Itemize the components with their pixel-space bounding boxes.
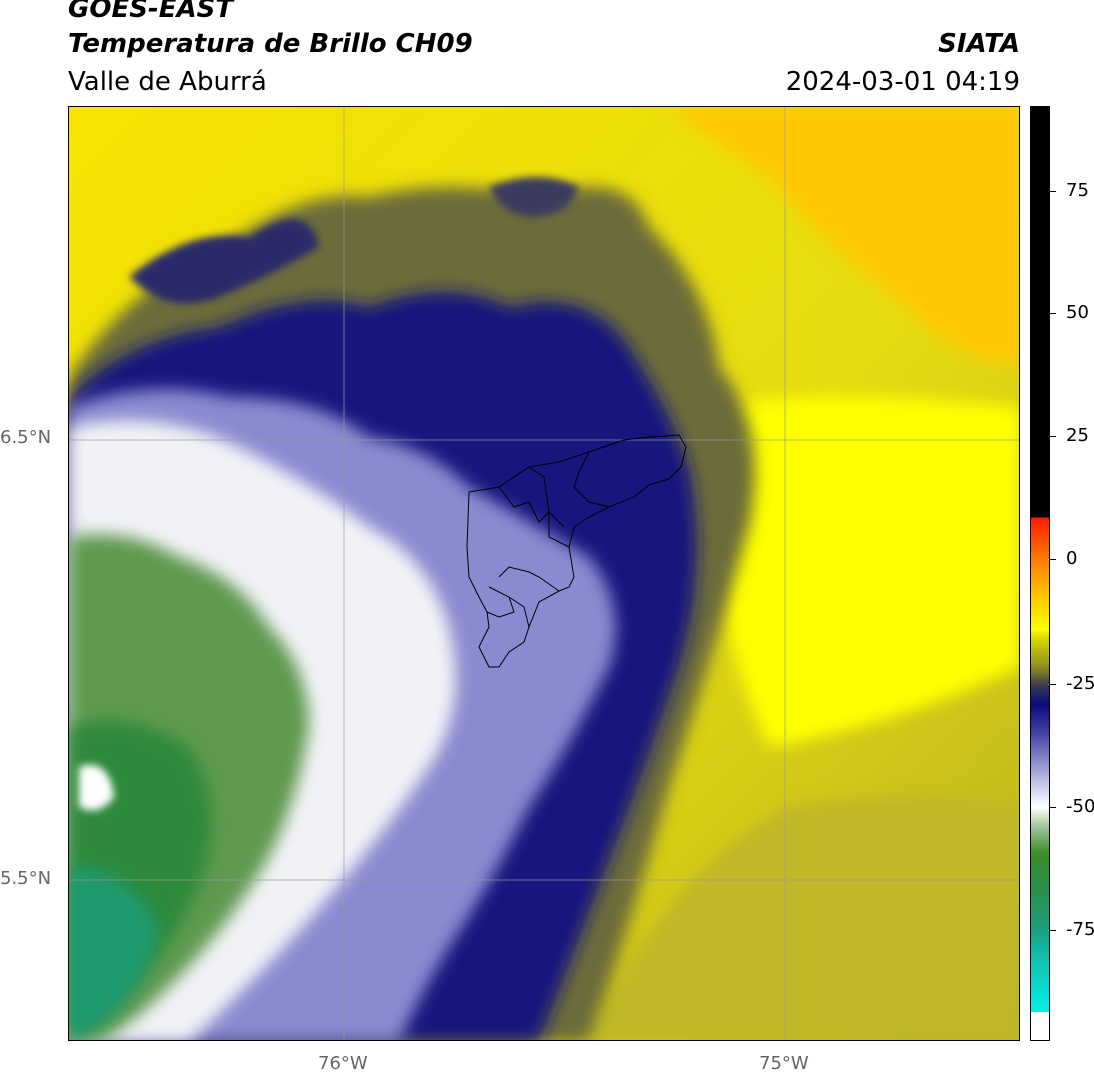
timestamp-label: 2024-03-01 04:19 — [785, 67, 1020, 97]
graticule — [69, 107, 1019, 1040]
cloud-fragment-north — [129, 219, 319, 304]
cloud-white-spot — [79, 765, 114, 811]
colorbar-tick — [1050, 807, 1056, 808]
colorbar-label-25: 25 — [1066, 425, 1089, 446]
brightness-temperature-map — [68, 106, 1020, 1041]
colorbar-tick — [1050, 559, 1056, 560]
lat-label-6-5: 6.5°N — [0, 427, 52, 448]
product-title: GOES-EAST — [68, 0, 234, 24]
yellow-region-east — [709, 397, 1019, 747]
lon-label-76w: 76°W — [318, 1053, 368, 1074]
organization-label: SIATA — [938, 29, 1020, 59]
colorbar-label-75: 75 — [1066, 180, 1089, 201]
olive-region-southeast — [589, 797, 1019, 1040]
colorbar-tick — [1050, 930, 1056, 931]
colorbar-tick — [1050, 191, 1056, 192]
municipal-boundaries — [466, 434, 687, 668]
colorbar-label-neg50: -50 — [1066, 796, 1094, 817]
channel-title: Temperatura de Brillo CH09 — [68, 29, 473, 59]
lon-label-75w: 75°W — [759, 1053, 809, 1074]
map-canvas — [69, 107, 1019, 1040]
colorbar-label-neg75: -75 — [1066, 919, 1094, 940]
colorbar-tick — [1050, 313, 1056, 314]
cloud-fragment-north2 — [489, 177, 579, 217]
colorbar-label-50: 50 — [1066, 302, 1089, 323]
colorbar-label-0: 0 — [1066, 548, 1078, 569]
colorbar-tick — [1050, 684, 1056, 685]
lat-label-5-5: 5.5°N — [0, 868, 52, 889]
region-label: Valle de Aburrá — [68, 67, 267, 97]
warm-region-northeast — [669, 107, 1019, 367]
colorbar-tick — [1050, 436, 1056, 437]
colorbar-label-neg25: -25 — [1066, 673, 1094, 694]
colorbar — [1030, 106, 1050, 1041]
cloud-teal-core — [69, 867, 159, 1040]
